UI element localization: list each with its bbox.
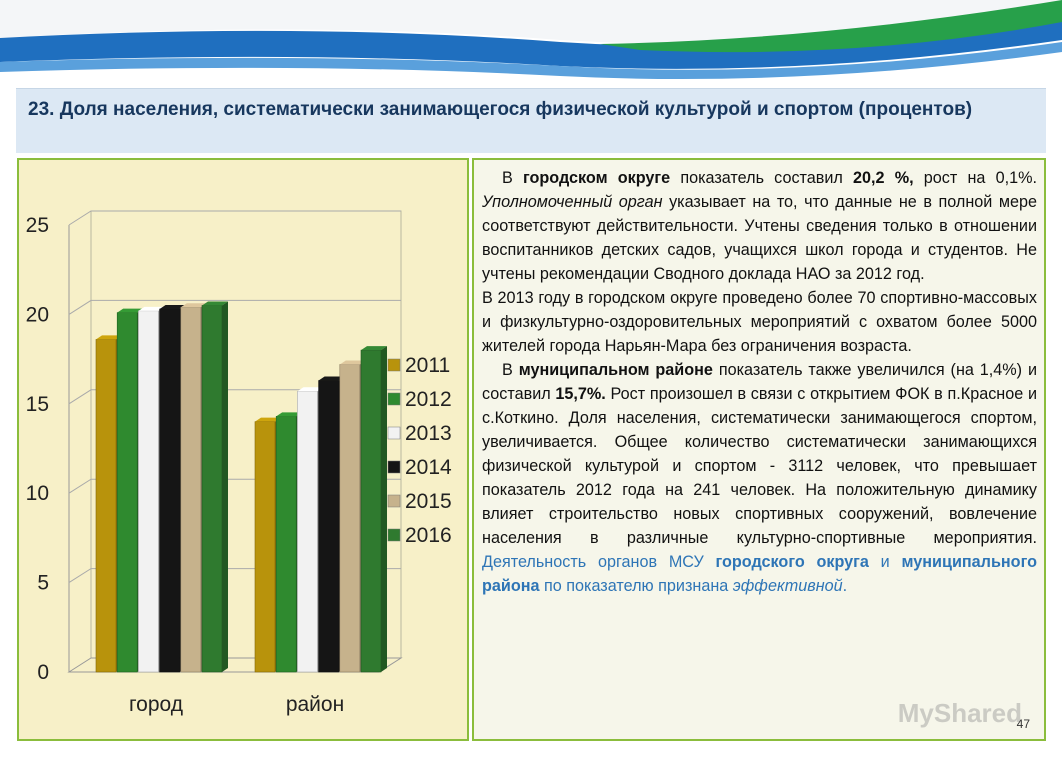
bar-chart: 0 5 10 15 20 25 город район 2011 2012 2013 2014 2015… (26, 210, 452, 716)
legend-label-2016: 2016 (405, 524, 452, 547)
bar-город-2011 (95, 339, 117, 673)
bar-top-город-2012 (117, 308, 144, 313)
y-tick-label: 5 (37, 572, 49, 595)
p3-text-c: показатель также увеличился (на 1,4%) и … (482, 361, 1038, 403)
p3-blue-period: . (842, 577, 848, 595)
paragraph-events: В 2013 году в городском округе проведено… (482, 289, 1037, 355)
bar-top-район-2016 (361, 346, 387, 351)
chart-panel: 0 5 10 15 20 25 город район 2011 2012 2013 2014 2015… (17, 158, 469, 741)
legend-swatch-2016 (387, 528, 401, 542)
bar-side-город-2016 (222, 301, 228, 672)
bar-top-район-2011 (255, 417, 281, 422)
bar-top-район-2015 (339, 360, 366, 365)
gridline-20 (68, 299, 401, 315)
p3-blue-effective-italic: эффективной (732, 577, 843, 595)
p1-text-g: указывает на то, что данные не в полной … (482, 193, 1037, 283)
bar-side-район-2016 (381, 346, 387, 672)
y-tick-label: 10 (26, 482, 49, 505)
legend-label-2015: 2015 (405, 490, 452, 513)
bar-top-город-2014 (159, 305, 186, 310)
legend-swatch-2011 (387, 358, 401, 372)
bar-top-город-2015 (180, 303, 207, 308)
gridline-15 (68, 389, 401, 405)
text-panel: В городском округе показатель составил 2… (472, 158, 1046, 741)
watermark: MyShared (897, 698, 1022, 728)
bar-район-2016 (360, 349, 382, 673)
bar-город-2015 (180, 306, 202, 673)
p3-blue-text-j: по показателю признана (539, 577, 733, 595)
p1-text-c: показатель составил (670, 169, 854, 187)
p3-value-bold: 15,7%. (555, 385, 606, 403)
p1-authority-italic: Уполномоченный орган (482, 193, 663, 211)
x-tick-label: район (286, 693, 344, 716)
legend-label-2012: 2012 (405, 388, 452, 411)
p3-text-a: В (502, 361, 519, 379)
bar-район-2015 (339, 364, 361, 673)
bar-район-2014 (318, 380, 339, 673)
bar-район-2012 (275, 416, 297, 673)
slide-title: 23. Доля населения, систематически заним… (28, 99, 973, 120)
bar-top-город-2013 (138, 306, 165, 311)
p3-blue-and: и (868, 553, 902, 571)
y-tick-label: 20 (26, 303, 49, 326)
p3-blue-district-bold: муниципального района (482, 553, 1037, 595)
bar-top-город-2011 (96, 335, 122, 340)
p3-blue-text: Деятельность органов МСУ (482, 553, 716, 571)
y-tick-label: 15 (26, 393, 49, 416)
legend-label-2013: 2013 (405, 422, 452, 445)
y-tick-label: 0 (37, 661, 49, 684)
text-body: В городском округе показатель составил 2… (482, 166, 1037, 598)
x-tick-label: город (129, 693, 183, 716)
paragraph-district: В муниципальном районе показатель также … (482, 358, 1037, 598)
p3-text-e: Рост произошел в связи с открытием ФОК в… (482, 385, 1037, 547)
legend-swatch-2015 (387, 494, 401, 508)
bar-top-район-2014 (318, 376, 345, 381)
bar-top-город-2016 (202, 301, 228, 306)
header-swoosh (0, 0, 1062, 79)
p1-text-e: рост на 0,1%. (913, 169, 1037, 187)
bar-top-район-2013 (297, 387, 324, 392)
p1-value-bold: 20,2 %, (853, 169, 914, 187)
legend-swatch-2012 (387, 392, 401, 406)
legend-label-2011: 2011 (405, 354, 450, 377)
bar-город-2016 (201, 305, 223, 673)
y-tick-label: 25 (26, 214, 49, 237)
bar-город-2014 (159, 308, 180, 673)
bar-top-район-2012 (276, 412, 303, 417)
gridline-25 (68, 210, 401, 226)
paragraph-city: В городском округе показатель составил 2… (482, 166, 1037, 286)
bar-район-2013 (297, 390, 318, 673)
p1-text-a: В (502, 169, 523, 187)
title-bar: 23. Доля населения, систематически заним… (16, 88, 1046, 153)
legend-swatch-2013 (387, 426, 401, 440)
bar-город-2012 (116, 312, 138, 673)
legend-swatch-2014 (387, 460, 401, 474)
p1-city-bold: городском округе (522, 169, 671, 187)
p3-blue-city-bold: городского округа (715, 553, 869, 571)
legend-label-2014: 2014 (405, 456, 452, 479)
bar-город-2013 (138, 310, 159, 673)
p3-district-bold: муниципальном районе (518, 361, 713, 379)
bar-район-2011 (254, 421, 276, 673)
page-number: 47 (1016, 717, 1030, 731)
